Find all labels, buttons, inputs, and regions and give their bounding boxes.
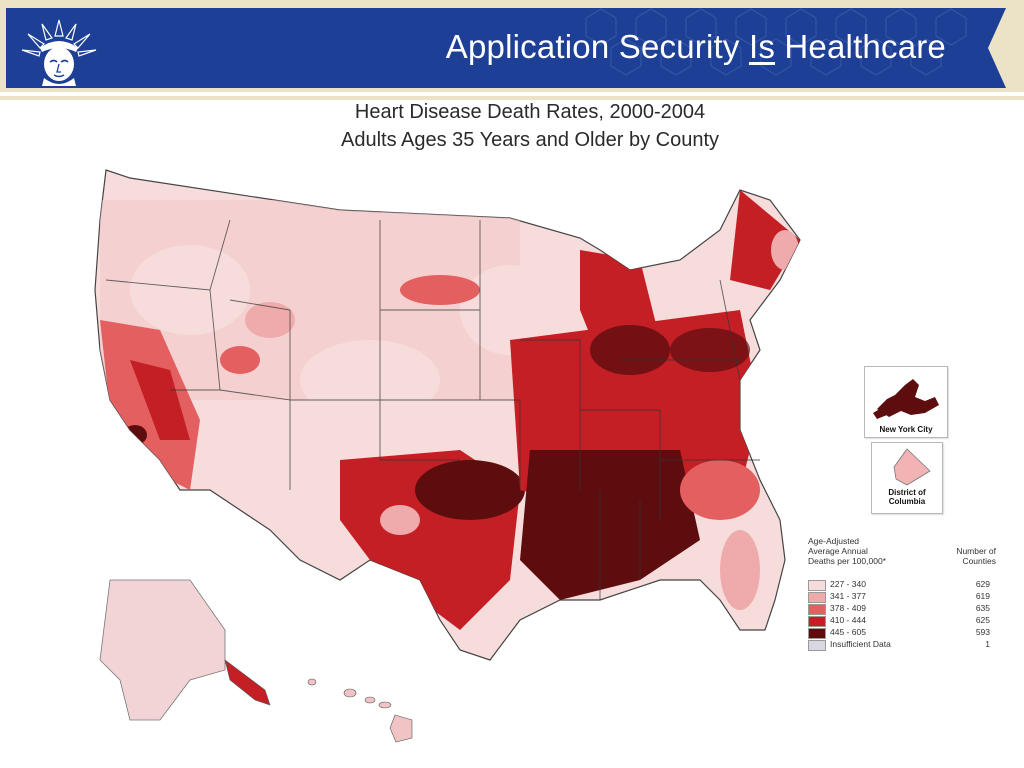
dc-map-shape (893, 448, 931, 486)
map-title-line-1: Heart Disease Death Rates, 2000-2004 (354, 101, 706, 123)
legend-item: Insufficient Data 1 (808, 639, 998, 651)
legend-swatch (808, 640, 826, 651)
header-bottom-rule (0, 96, 1024, 100)
nyc-label: New York City (879, 425, 933, 434)
slide-header: Application Security Is Healthcare (0, 8, 1024, 100)
legend-count: 619 (975, 591, 990, 601)
dc-label-line-1: District of (888, 488, 926, 497)
nyc-map-shape (873, 379, 939, 419)
legend-item: 341 - 377 619 (808, 591, 998, 603)
us-county-choropleth-map (94, 169, 801, 743)
title-banner: Application Security Is Healthcare (6, 8, 1006, 88)
alaska-shape (99, 579, 226, 721)
legend-swatch (808, 628, 826, 639)
inset-new-york-city: New York City (864, 366, 948, 438)
legend-item: 410 - 444 625 (808, 615, 998, 627)
legend-swatch (808, 592, 826, 603)
legend-count-heading: Number of Counties (956, 546, 996, 566)
legend-count: 635 (975, 603, 990, 613)
legend-range: 445 - 605 (830, 627, 866, 637)
legend-range: 227 - 340 (830, 579, 866, 589)
map-title-line-2: Adults Ages 35 Years and Older by County (340, 129, 720, 151)
title-emphasis: Is (748, 28, 776, 65)
legend-range: Insufficient Data (830, 639, 891, 649)
map-title: Heart Disease Death Rates, 2000-2004 Adu… (250, 98, 810, 154)
dc-label-line-2: Columbia (888, 497, 926, 506)
legend-item: 445 - 605 593 (808, 627, 998, 639)
legend-item: 227 - 340 629 (808, 579, 998, 591)
hexagon-pattern (585, 8, 967, 76)
legend-range: 378 - 409 (830, 603, 866, 613)
legend-count: 1 (985, 639, 990, 649)
legend-range: 341 - 377 (830, 591, 866, 601)
legend-count: 625 (975, 615, 990, 625)
legend-swatch (808, 616, 826, 627)
inset-district-of-columbia: District of Columbia (871, 442, 943, 514)
legend-range: 410 - 444 (830, 615, 866, 625)
legend-heading: Age-Adjusted Average Annual Deaths per 1… (808, 536, 886, 566)
hawaii-shape (307, 678, 413, 743)
legend-count: 629 (975, 579, 990, 589)
legend-swatch (808, 580, 826, 591)
legend-item: 378 - 409 635 (808, 603, 998, 615)
legend-count: 593 (975, 627, 990, 637)
slide-title: Application Security Is Healthcare (445, 28, 946, 65)
legend-swatch (808, 604, 826, 615)
header-top-strip (0, 0, 1024, 8)
statue-of-liberty-icon (21, 19, 97, 86)
